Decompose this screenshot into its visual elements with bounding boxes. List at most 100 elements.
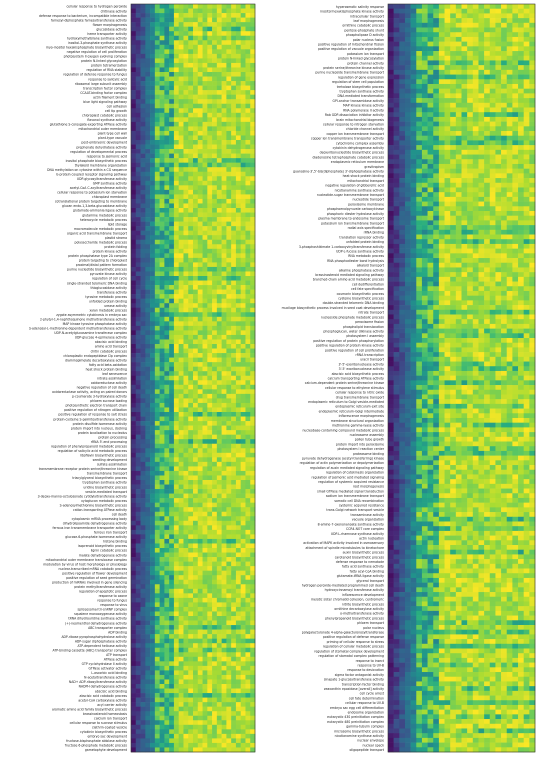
heatmap-cell	[207, 742, 213, 748]
heatmap-cell	[173, 140, 179, 145]
row-label: phloem sucrose loading	[90, 399, 127, 403]
heatmap-cell	[226, 58, 232, 64]
heatmap-cell	[207, 126, 213, 132]
heatmap-cell	[235, 307, 241, 313]
heatmap-cell	[240, 684, 246, 689]
heatmap-cell	[154, 375, 160, 381]
heatmap-cell	[231, 90, 237, 95]
heatmap-cell	[193, 76, 199, 82]
heatmap-cell	[173, 198, 179, 204]
heatmap-cell	[188, 652, 194, 658]
heatmap-cell	[245, 94, 251, 100]
heatmap-cell	[202, 203, 208, 209]
heatmap-cell	[461, 60, 468, 66]
heatmap-cell	[235, 81, 241, 86]
heatmap-cell	[173, 58, 179, 64]
heatmap-cell	[145, 625, 151, 630]
heatmap-cell	[489, 74, 496, 80]
row-label: cellular response to potassium ion starv…	[57, 191, 127, 195]
heatmap-cell	[188, 742, 194, 748]
heatmap-cell	[183, 742, 189, 748]
heatmap-cell	[388, 32, 394, 38]
heatmap-cell	[207, 416, 213, 422]
row-label: regulation of RNA stability	[86, 68, 127, 72]
heatmap-cell	[178, 561, 184, 567]
heatmap-cell	[135, 511, 141, 517]
heatmap-cell	[159, 266, 165, 272]
heatmap-cell	[159, 298, 165, 304]
heatmap-cell	[461, 41, 468, 47]
heatmap-cell	[164, 189, 170, 195]
heatmap-cell	[164, 747, 170, 753]
heatmap-cell	[150, 22, 156, 27]
heatmap-cell	[173, 742, 179, 748]
heatmap-cell	[202, 280, 208, 286]
heatmap-cell	[216, 430, 222, 435]
heatmap-cell	[193, 720, 199, 726]
heatmap-cell	[240, 85, 246, 91]
heatmap-cell	[216, 412, 222, 417]
heatmap-cell	[135, 697, 141, 703]
heatmap-cell	[212, 212, 218, 218]
heatmap-cell	[164, 239, 170, 245]
heatmap-cell	[154, 747, 160, 753]
heatmap-cell	[154, 452, 160, 458]
heatmap-cell	[197, 248, 203, 254]
heatmap-cell	[135, 280, 141, 286]
heatmap-cell	[131, 239, 137, 245]
heatmap-cell	[169, 724, 175, 730]
heatmap-cell	[164, 538, 170, 544]
heatmap-cell	[212, 130, 218, 136]
heatmap-cell	[140, 430, 146, 435]
heatmap-cell	[197, 634, 203, 639]
heatmap-cell	[145, 212, 151, 218]
heatmap-cell	[178, 203, 184, 209]
heatmap-cell	[145, 140, 151, 145]
heatmap-cell	[150, 652, 156, 658]
heatmap-cell	[193, 480, 199, 485]
heatmap-cell	[173, 339, 179, 345]
heatmap-cell	[169, 516, 175, 522]
heatmap-cell	[154, 697, 160, 703]
heatmap-cell	[178, 185, 184, 191]
heatmap-cell	[226, 357, 232, 363]
heatmap-cell	[240, 602, 246, 608]
heatmap-cell	[178, 425, 184, 431]
heatmap-cell	[178, 208, 184, 213]
heatmap-cell	[193, 266, 199, 272]
heatmap-cell	[131, 4, 137, 9]
heatmap-cell	[235, 85, 241, 91]
heatmap-cell	[207, 579, 213, 585]
heatmap-cell	[150, 480, 156, 485]
heatmap-cell	[240, 266, 246, 272]
heatmap-cell	[188, 733, 194, 739]
heatmap-cell	[178, 398, 184, 404]
heatmap-cell	[212, 588, 218, 594]
heatmap-cell	[235, 575, 241, 581]
heatmap-cell	[231, 330, 237, 336]
heatmap-cell	[183, 684, 189, 689]
heatmap-cell	[207, 13, 213, 18]
heatmap-cell	[245, 579, 251, 585]
heatmap-cell	[478, 74, 485, 80]
heatmap-cell	[131, 149, 137, 154]
heatmap-cell	[250, 117, 256, 123]
heatmap-cell	[164, 266, 170, 272]
heatmap-cell	[178, 226, 184, 231]
heatmap-cell	[207, 389, 213, 395]
heatmap-cell	[159, 693, 165, 698]
heatmap-cell	[178, 135, 184, 141]
heatmap-cell	[193, 711, 199, 717]
heatmap-cell	[235, 597, 241, 603]
heatmap-cell	[523, 41, 530, 47]
heatmap-cell	[183, 353, 189, 358]
heatmap-cell	[202, 588, 208, 594]
heatmap-cell	[235, 616, 241, 621]
heatmap-cell	[235, 298, 241, 304]
heatmap-cell	[159, 366, 165, 372]
heatmap-cell	[193, 99, 199, 105]
heatmap-cell	[250, 466, 256, 472]
heatmap-cell	[235, 357, 241, 363]
heatmap-cell	[250, 307, 256, 313]
heatmap-cell	[159, 575, 165, 581]
